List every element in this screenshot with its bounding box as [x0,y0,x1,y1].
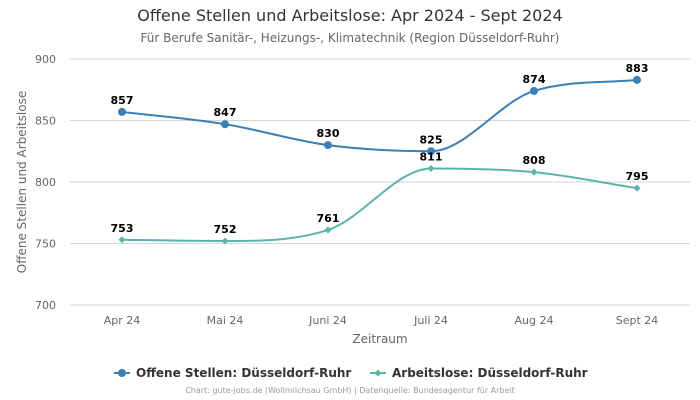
data-point[interactable] [427,164,435,172]
data-point[interactable] [324,226,332,234]
series-line [121,78,638,153]
data-label: 752 [214,223,237,236]
data-point[interactable] [324,141,332,150]
series-line [121,167,638,243]
y-tick-label: 800 [35,176,56,189]
data-point[interactable] [427,147,435,156]
data-label: 795 [626,170,649,183]
x-tick-label: Aug 24 [515,314,554,327]
data-label: 830 [317,127,340,140]
y-axis-title: Offene Stellen und Arbeitslose [15,91,29,273]
y-axis-ticks: 700 750 800 850 900 [35,53,56,312]
data-label: 874 [523,73,546,86]
y-tick-label: 700 [35,299,56,312]
data-label: 761 [317,212,340,225]
data-label: 847 [214,106,237,119]
y-tick-label: 900 [35,53,56,66]
series-1: 857 847 830 825 874 883 [111,62,649,156]
data-label: 753 [111,222,134,235]
data-point[interactable] [118,107,126,116]
data-point[interactable] [221,120,229,129]
series-2: 753 752 761 811 808 795 [111,150,649,245]
legend-marker [118,369,126,377]
x-axis-ticks: Apr 24 Mai 24 Juni 24 Juli 24 Aug 24 Sept 24 [104,314,659,327]
chart-subtitle: Für Berufe Sanitär-, Heizungs-, Klimatec… [140,31,560,45]
y-tick-label: 750 [35,238,56,251]
x-tick-label: Juli 24 [413,314,448,327]
data-point[interactable] [530,86,538,95]
data-label: 808 [523,154,546,167]
x-axis-title: Zeitraum [352,332,407,346]
legend-item[interactable]: Offene Stellen: Düsseldorf-Ruhr [114,366,351,380]
x-tick-label: Juni 24 [308,314,347,327]
x-tick-label: Apr 24 [104,314,141,327]
gridlines [70,58,690,306]
data-point[interactable] [633,75,641,84]
data-point[interactable] [530,168,538,176]
legend-label: Offene Stellen: Düsseldorf-Ruhr [136,366,351,380]
series-group: 857 847 830 825 874 883 753 752 761 811 808 795 [111,62,649,245]
legend-item[interactable]: Arbeitslose: Düsseldorf-Ruhr [370,366,588,380]
data-point[interactable] [221,237,229,245]
data-label: 825 [420,133,443,146]
chart-title: Offene Stellen und Arbeitslose: Apr 2024… [137,6,563,25]
chart-credit: Chart: gute-jobs.de (Wollmilchsau GmbH) … [185,386,515,395]
data-point[interactable] [118,236,126,244]
data-label: 811 [420,150,443,163]
data-point[interactable] [633,184,641,192]
x-tick-label: Sept 24 [616,314,659,327]
data-label: 883 [626,62,649,75]
data-label: 857 [111,94,134,107]
legend-marker [374,369,382,377]
legend-label: Arbeitslose: Düsseldorf-Ruhr [392,366,588,380]
x-tick-label: Mai 24 [207,314,244,327]
legend[interactable]: Offene Stellen: Düsseldorf-Ruhr Arbeitslo… [114,366,588,380]
y-tick-label: 850 [35,115,56,128]
